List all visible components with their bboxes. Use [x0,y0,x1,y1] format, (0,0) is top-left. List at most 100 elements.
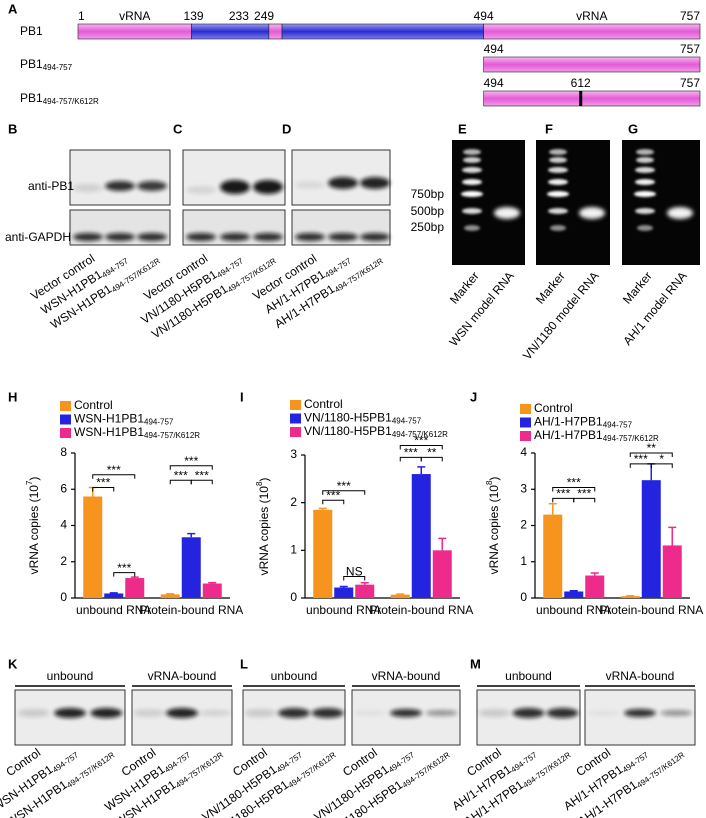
error-bar [318,507,327,510]
y-axis-label: vRNA copies (107) [25,477,41,575]
blot-row-label: anti-GAPDH [5,230,71,244]
blot-background [351,689,461,746]
bar [160,594,180,598]
row-label: PB1 [20,24,43,38]
bar [334,587,354,598]
error-bar [339,585,348,588]
x-tick-label: unbound RNA [76,603,151,617]
panel-letter: A [8,1,18,16]
domain-segment [483,90,701,107]
x-tick-label: unbound RNA [536,603,611,617]
significance-label: *** [96,476,110,490]
gel-band [636,149,654,155]
y-axis-label-sup: 8 [485,480,494,485]
gel-band [464,225,480,231]
legend-label-sub: 494-757/K612R [392,430,448,439]
panel-letter: G [628,121,638,136]
gel-band [636,157,654,163]
gel-band [550,225,566,231]
bar [411,474,431,598]
legend-label: AH/1-H7PB1494-757/K612R [534,428,659,443]
position-label: 494 [474,9,494,23]
significance-label: *** [567,476,581,490]
panel-letter: C [173,121,183,136]
legend-label: VN/1180-H5PB1494-757/K612R [304,424,448,439]
error-bar [166,593,175,595]
y-tick-label: 2 [60,554,67,568]
panel-letter: D [282,121,291,136]
gel-band [461,191,483,197]
bar [355,584,375,598]
blot-band [244,709,277,717]
position-label: 757 [680,9,700,23]
blot-band [253,180,283,194]
x-tick-label: unbound RNA [306,603,381,617]
blot-band [328,233,358,241]
significance-label: *** [556,486,570,500]
bar [181,537,201,598]
blot-band [199,710,231,716]
gel-band [637,225,653,231]
gel-band [548,208,568,214]
significance-bracket [113,572,136,577]
blot-band [360,177,390,189]
bar [390,594,410,598]
row-label-main: PB1 [20,24,43,38]
significance-bracket [169,465,213,470]
blot-band [90,708,123,718]
legend-label-sub: 494-757 [603,421,633,430]
significance-label: ** [427,446,437,460]
x-tick-label: Protein-bound RNA [369,603,473,617]
bar [641,480,661,598]
legend-label-sub: 494-757 [144,418,174,427]
bar [662,545,682,598]
y-tick-label: 4 [60,518,67,532]
legend-label: VN/1180-H5PB1494-757 [304,411,422,426]
significance-bracket [399,444,443,450]
legend-swatch [290,427,301,437]
legend-label-main: WSN-H1PB1 [74,412,144,426]
significance-label: *** [117,561,131,575]
y-axis-label-sup: 8 [255,481,264,486]
legend-swatch [290,400,301,410]
y-axis-label-main: vRNA copies (10 [257,486,271,576]
group-label: vRNA-bound [148,669,217,683]
y-tick-label: 1 [520,554,527,568]
y-axis-label-main: vRNA copies (10 [27,485,41,575]
legend-swatch [60,414,71,425]
gel-band [494,207,520,219]
panel-letter: H [8,389,17,404]
gel-band [463,157,481,163]
blot-band [137,233,167,241]
gel-band [462,179,482,185]
legend-label: WSN-H1PB1494-757 [74,412,174,427]
y-axis-label-end: ) [27,477,41,481]
blot-band [73,233,103,241]
gel [536,140,610,265]
panel-letter: I [240,389,244,404]
row-label: PB1494-757/K612R [20,91,99,106]
significance-label: *** [326,488,340,502]
legend-label-main: Control [74,398,113,412]
significance-bracket [92,486,115,492]
significance-bracket [650,463,673,468]
gel-band [547,191,569,197]
gel-band [463,149,481,155]
blot-band [166,708,198,718]
position-label: 139 [184,9,204,23]
blot-band [54,708,86,718]
y-tick-label: 1 [290,543,297,557]
bar [543,514,563,598]
panel-letter: J [470,389,477,404]
blot-background [182,149,286,206]
row-label-main: PB1 [20,57,43,71]
group-label: unbound [271,669,318,683]
y-tick-label: 3 [520,481,527,495]
y-tick-label: 8 [60,445,67,459]
bar [620,596,640,598]
gel-band [635,167,655,173]
error-bar [109,592,118,594]
legend-label-main: Control [534,401,573,415]
blot-band [425,710,458,716]
